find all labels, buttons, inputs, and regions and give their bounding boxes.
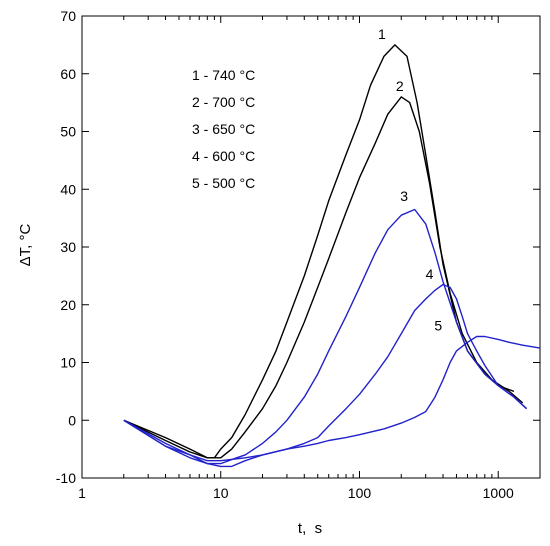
x-tick-label: 1000 [483, 485, 514, 501]
series-curve-4 [123, 283, 528, 468]
y-tick-label: 10 [60, 355, 76, 371]
x-tick-label: 1 [78, 485, 86, 501]
series-curve-3 [123, 208, 528, 465]
x-axis-label: t, s [298, 520, 322, 537]
y-tick-label: 20 [60, 297, 76, 313]
curve-label-2: 2 [396, 78, 404, 94]
curve-label-1: 1 [378, 26, 386, 42]
y-axis-label: ΔT, °C [17, 223, 34, 266]
series-curve-5 [123, 335, 541, 462]
x-tick-label: 100 [348, 485, 372, 501]
curve-label-5: 5 [434, 318, 442, 334]
curve-label-4: 4 [426, 266, 434, 282]
curve-label-3: 3 [400, 188, 408, 204]
curves [123, 44, 541, 468]
series-curve-2 [123, 96, 524, 459]
legend-entry-1: 1 - 740 °C [192, 67, 255, 83]
y-tick-label: 70 [60, 8, 76, 24]
legend-entry-4: 4 - 600 °C [192, 148, 255, 164]
legend: 1 - 740 °C 2 - 700 °C 3 - 650 °C 4 - 600 °C… [192, 67, 255, 191]
x-tick-label: 10 [213, 485, 229, 501]
curve-labels: 1 2 3 4 5 [378, 26, 442, 334]
plot-frame-rect [81, 15, 541, 479]
y-axis-ticks: -10 0 10 20 30 40 50 60 70 [56, 8, 540, 486]
y-tick-label: 50 [60, 124, 76, 140]
x-axis-ticks: 1 10 100 1000 [78, 16, 541, 501]
y-tick-label: 0 [68, 412, 76, 428]
plot-frame [81, 15, 541, 479]
y-tick-label: 60 [60, 66, 76, 82]
y-tick-label: 30 [60, 239, 76, 255]
series-curve-1 [123, 44, 515, 459]
y-tick-label: 40 [60, 181, 76, 197]
legend-entry-2: 2 - 700 °C [192, 94, 255, 110]
y-tick-label: -10 [56, 470, 76, 486]
legend-entry-3: 3 - 650 °C [192, 121, 255, 137]
legend-entry-5: 5 - 500 °C [192, 175, 255, 191]
